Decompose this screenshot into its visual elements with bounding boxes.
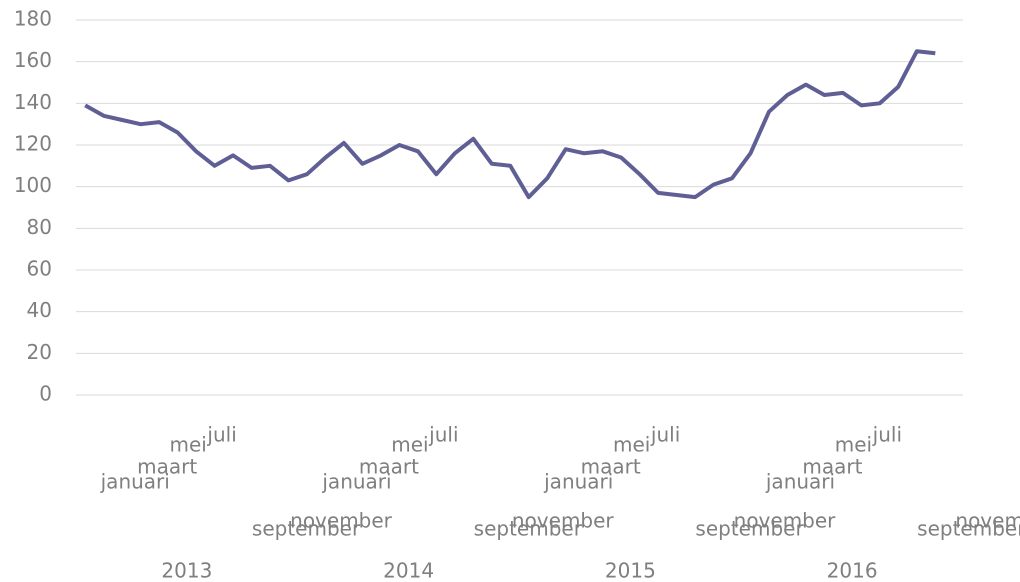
x-tick-label: september <box>252 517 361 541</box>
y-tick-label: 0 <box>39 382 52 406</box>
y-tick-label: 100 <box>14 173 52 197</box>
x-tick-label: november <box>512 509 615 533</box>
x-tick-label: januari <box>543 470 613 494</box>
y-tick-label: 60 <box>27 257 52 281</box>
x-tick-label: maart <box>581 455 641 479</box>
x-tick-label: november <box>290 509 393 533</box>
y-tick-label: 140 <box>14 90 52 114</box>
line-series <box>84 49 936 200</box>
x-tick-label: november <box>955 509 1020 533</box>
y-tick-label: 180 <box>14 7 52 31</box>
x-tick-label: september <box>474 517 583 541</box>
x-tick-label: juli <box>428 423 458 447</box>
x-tick-label: januari <box>765 470 835 494</box>
y-tick-label: 160 <box>14 48 52 72</box>
year-label: 2016 <box>827 559 878 582</box>
x-tick-label: mei <box>391 433 428 457</box>
year-label: 2015 <box>605 559 656 582</box>
y-tick-label: 120 <box>14 132 52 156</box>
y-tick-label: 40 <box>27 298 52 322</box>
x-tick-label: maart <box>137 455 197 479</box>
x-tick-label: september <box>695 517 804 541</box>
x-tick-label: januari <box>100 470 170 494</box>
x-tick-label: juli <box>872 423 902 447</box>
x-tick-label: juli <box>650 423 680 447</box>
x-tick-label: januari <box>321 470 391 494</box>
y-tick-label: 80 <box>27 215 52 239</box>
x-tick-label: mei <box>169 433 206 457</box>
year-label: 2013 <box>161 559 212 582</box>
x-tick-label: mei <box>613 433 650 457</box>
x-tick-label: september <box>917 517 1020 541</box>
x-tick-label: juli <box>206 423 236 447</box>
y-tick-label: 20 <box>27 340 52 364</box>
x-tick-label: maart <box>802 455 862 479</box>
x-tick-label: mei <box>835 433 872 457</box>
x-tick-label: november <box>734 509 837 533</box>
x-tick-label: maart <box>359 455 419 479</box>
year-label: 2014 <box>383 559 434 582</box>
